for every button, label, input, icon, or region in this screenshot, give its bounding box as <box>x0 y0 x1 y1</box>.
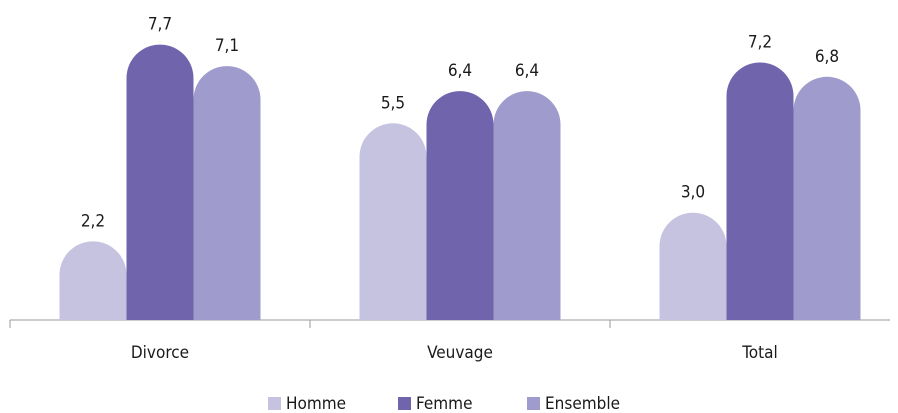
data-label: 7,1 <box>215 36 239 56</box>
data-label: 2,2 <box>81 211 105 231</box>
x-tick-label: Veuvage <box>427 343 493 363</box>
bar <box>659 212 727 320</box>
x-tick-label: Divorce <box>131 343 189 363</box>
legend-label: Homme <box>286 394 346 413</box>
bar <box>126 44 194 321</box>
bar <box>426 91 494 320</box>
bar <box>793 76 861 321</box>
data-label: 6,8 <box>815 47 839 67</box>
data-label: 7,7 <box>148 15 172 35</box>
data-label: 6,4 <box>515 61 539 81</box>
data-label: 6,4 <box>448 61 472 81</box>
bar <box>359 123 427 320</box>
data-label: 7,2 <box>748 32 772 52</box>
legend-label: Ensemble <box>545 394 620 413</box>
data-label: 3,0 <box>681 183 705 203</box>
legend-swatch <box>268 397 281 410</box>
x-tick-label: Total <box>741 343 777 363</box>
bar <box>493 91 561 320</box>
bar <box>193 66 261 320</box>
data-label: 5,5 <box>381 93 405 113</box>
bar <box>726 62 794 321</box>
legend-swatch <box>527 397 540 410</box>
legend-swatch <box>398 397 411 410</box>
bar <box>59 241 127 320</box>
legend-label: Femme <box>416 394 473 413</box>
